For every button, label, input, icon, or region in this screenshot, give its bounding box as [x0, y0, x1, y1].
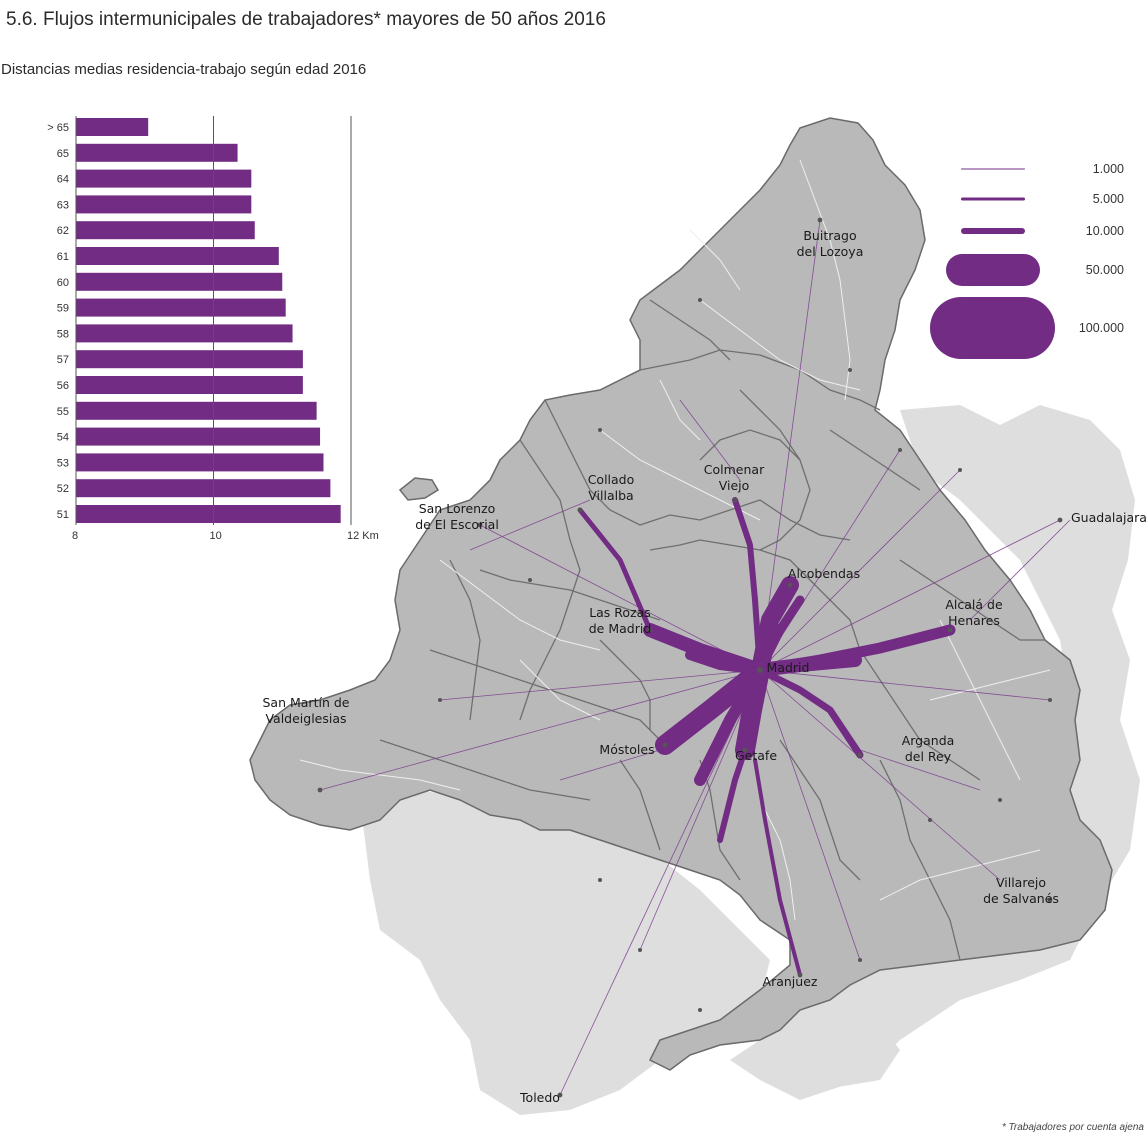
- page-title: 5.6. Flujos intermunicipales de trabajad…: [6, 9, 606, 30]
- road-network: [299, 159, 1051, 921]
- category-label: 53: [57, 457, 69, 469]
- bar-chart: > 65 65 64 63 62 61 60 59 58 57 56 55 54 53 52 518 10 12 …: [47, 116, 379, 542]
- category-label: 51: [57, 509, 69, 521]
- flow-aranjuez-madrid: [753, 758, 802, 977]
- bar: [76, 195, 252, 214]
- city-labels: Buitrago del Lozoya Collado Villalba Colmena…: [263, 228, 1147, 1105]
- bar: [76, 401, 317, 420]
- madrid-region-outline: [249, 117, 1113, 1071]
- city-label-collado: Collado Villalba: [588, 472, 635, 503]
- city-label-rozas: Las Rozas de Madrid: [589, 605, 652, 636]
- flow-legend: 1.000 5.000 10.000 50.000 100.000: [930, 162, 1124, 359]
- flow-colmenar-madrid: [732, 497, 763, 673]
- bar: [76, 247, 279, 265]
- flow-coslada-madrid: [753, 653, 862, 677]
- outside-region-south: [360, 790, 770, 1115]
- municipality-dots: [317, 217, 1063, 1098]
- legend-label: 10.000: [1086, 224, 1124, 238]
- flow-pozuelo-madrid: [685, 650, 765, 675]
- bar: [76, 479, 331, 498]
- bar: [76, 427, 321, 446]
- chart-subtitle: Distancias medias residencia-trabajo seg…: [1, 61, 367, 78]
- legend-label: 50.000: [1086, 263, 1124, 277]
- bar: [76, 505, 341, 523]
- bar: [76, 221, 255, 240]
- bar: [76, 169, 252, 188]
- x-tick-label: 10: [210, 530, 222, 542]
- city-label-sanmartin: San Martín de Valdeiglesias: [263, 695, 350, 726]
- category-label: 52: [57, 483, 69, 495]
- category-label: 64: [57, 174, 69, 186]
- category-label: 54: [57, 432, 69, 444]
- flow-parla-madrid: [717, 747, 748, 843]
- city-label-madrid: Madrid: [767, 660, 810, 675]
- legend-label: 5.000: [1093, 192, 1124, 206]
- city-label-alcobendas: Alcobendas: [788, 566, 860, 581]
- category-label: 57: [57, 354, 69, 366]
- bar: [76, 350, 303, 369]
- category-label: 58: [57, 328, 69, 340]
- legend-label: 100.000: [1079, 321, 1124, 335]
- x-tick-label: 8: [72, 530, 78, 542]
- city-label-aranjuez: Aranjuez: [763, 974, 818, 989]
- city-label-toledo: Toledo: [519, 1090, 560, 1105]
- city-label-guadalajara: Guadalajara: [1071, 510, 1147, 525]
- category-label: 62: [57, 225, 69, 237]
- category-label: 55: [57, 406, 69, 418]
- category-label: 61: [57, 251, 69, 263]
- category-label: > 65: [47, 122, 69, 134]
- city-label-colmenar: Colmenar Viejo: [704, 462, 765, 493]
- category-label: 65: [57, 148, 69, 160]
- bar: [76, 324, 293, 343]
- x-tick-label: 12 Km: [347, 530, 379, 542]
- internal-borders: [379, 299, 1045, 961]
- main-flows: [577, 497, 956, 977]
- category-label: 60: [57, 277, 69, 289]
- bar: [76, 272, 283, 291]
- flow-sansebastian-madrid: [755, 595, 805, 675]
- city-label-buitrago: Buitrago del Lozoya: [797, 228, 864, 259]
- city-label-mostoles: Móstoles: [599, 742, 654, 757]
- bar: [76, 298, 286, 317]
- flow-mostoles-madrid: [655, 660, 770, 755]
- bar: [76, 453, 324, 472]
- city-label-sanlorenzo: San Lorenzo de El Escorial: [415, 501, 499, 532]
- footnote: * Trabajadores por cuenta ajena: [1001, 1122, 1144, 1133]
- bar: [76, 118, 149, 136]
- city-label-getafe: Getafe: [735, 748, 777, 763]
- flow-fuenlabrada-madrid: [694, 664, 766, 786]
- madrid-region-exclave: [398, 477, 440, 501]
- bar: [76, 376, 303, 394]
- category-label: 56: [57, 380, 69, 392]
- category-label: 59: [57, 303, 69, 315]
- bar: [76, 143, 238, 162]
- city-label-villarejo: Villarejo de Salvanés: [983, 875, 1059, 906]
- flow-collado-madrid: [577, 507, 653, 633]
- flow-arganda-madrid: [756, 666, 864, 759]
- category-label: 63: [57, 199, 69, 211]
- city-label-arganda: Arganda del Rey: [902, 733, 955, 764]
- city-label-alcala: Alcalá de Henares: [945, 597, 1003, 628]
- legend-label: 1.000: [1093, 162, 1124, 176]
